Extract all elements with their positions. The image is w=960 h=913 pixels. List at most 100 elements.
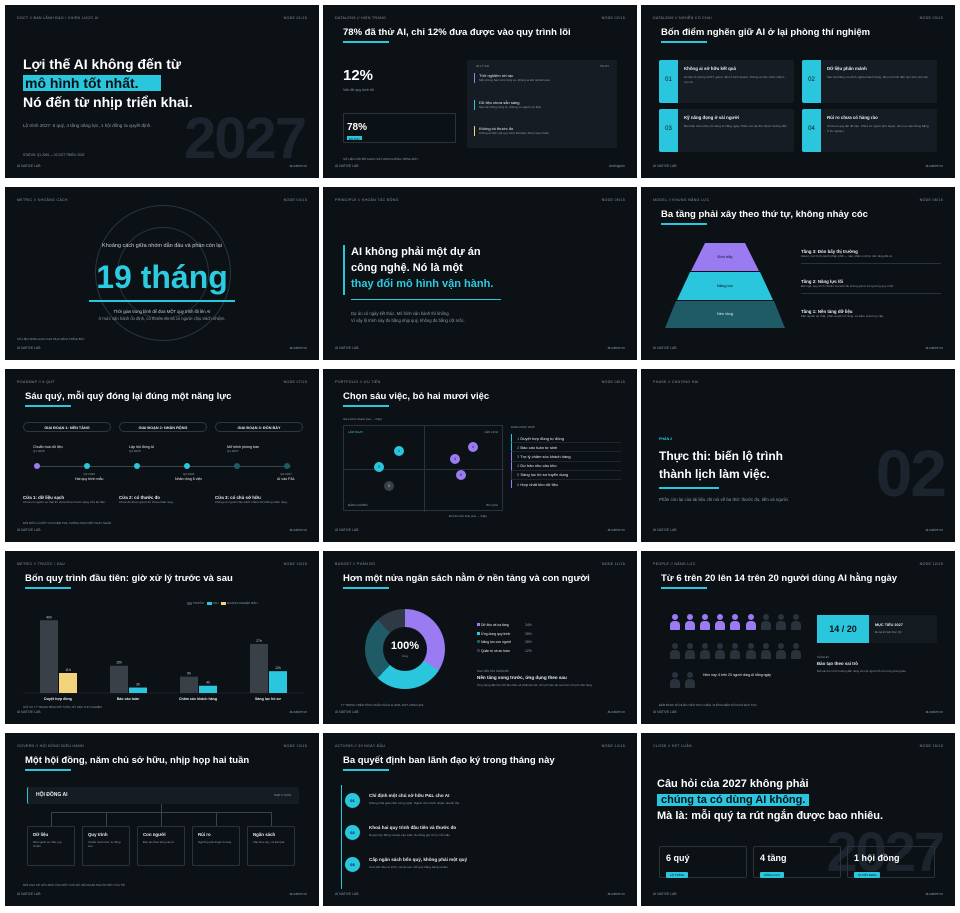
priority-item[interactable]: 4 Dự báo nhu cầu kho	[511, 461, 621, 471]
slide-title: Ba quyết định ban lãnh đạo ký trong thán…	[343, 755, 555, 771]
reason-item[interactable]: Dữ liệu chưa sẵn sàng Sáu hệ thống riêng…	[474, 100, 610, 110]
bottleneck-card[interactable]: 01 Không ai sở hữu kết quả AI nằm ở phòn…	[659, 60, 794, 103]
slide-2[interactable]: DATALENS // HIỆN TRẠNG NODE 02/15 78% đã…	[323, 5, 637, 178]
bar-sau	[269, 671, 287, 693]
milestone-dot[interactable]	[134, 463, 140, 469]
bar-value-label: 15h	[116, 661, 122, 665]
bar-trước	[40, 620, 58, 693]
footer-link: ai-native.vn	[607, 346, 625, 350]
slide-1[interactable]: DOCT // BAN LÃNH ĐẠO / CHIẾN LƯỢC AI NOD…	[5, 5, 319, 178]
tier-desc: Tầng 1: Nền tảng dữ liệu Một nguồn sự th…	[801, 309, 884, 318]
close-line-1: Câu hỏi của 2027 không phải	[657, 778, 809, 790]
slide-12[interactable]: PEOPLE // NĂNG LỰC NODE 12/15 Từ 6 trên …	[641, 551, 955, 724]
matrix-point[interactable]: 6	[456, 470, 466, 480]
bottleneck-card[interactable]: 02 Dữ liệu phân mảnh Sáu hệ thống, ba đị…	[802, 60, 937, 103]
slide-7[interactable]: ROADMAP // 6 QUÝ NODE 07/15 Sáu quý, mỗi…	[5, 369, 319, 542]
bottleneck-card[interactable]: 04 Rủi ro chưa có hàng rào Chưa có quy t…	[802, 109, 937, 152]
slide-note: MỖI MỐC LÀ MỘT CỬA KIỂM TRA, KHÔNG PHẢI …	[23, 521, 111, 525]
pyramid-tier-top	[691, 243, 759, 271]
owner-card[interactable]: Ngân sách Cấp theo quý, có kết quả.	[247, 826, 295, 866]
slide-6[interactable]: MODEL // KHUNG NĂNG LỰC NODE 06/15 Ba tầ…	[641, 187, 955, 360]
priority-item[interactable]: 5 Sàng lọc hồ sơ tuyển dụng	[511, 470, 621, 480]
slide-number: NODE 05/15	[601, 198, 625, 202]
phase-chip[interactable]: GIAI ĐOẠN 1: NỀN TẢNG	[23, 422, 111, 432]
pyramid-tier-mid	[677, 272, 773, 300]
reasons-panel: 04 LÝ DO PILOT Thử nghiệm rời rạc Mỗi ph…	[467, 60, 617, 148]
bar-value-label: 40h	[46, 615, 52, 619]
category-label: Chăm sóc khách hàng	[179, 697, 217, 701]
person-icon	[669, 672, 680, 694]
gate: Cửa 1: dữ liệu sạch Chưa có nguồn sự thậ…	[23, 495, 106, 504]
person-icon	[699, 614, 710, 636]
owner-card[interactable]: Rủi ro Ngưỡng phê duyệt rõ ràng.	[192, 826, 240, 866]
slide-eyebrow: DOCT // BAN LÃNH ĐẠO / CHIẾN LƯỢC AI	[17, 16, 99, 20]
matrix-point[interactable]: 4	[468, 442, 478, 452]
priority-item[interactable]: 1 Duyệt hợp đồng tự động	[511, 434, 621, 444]
close-stat: 4 tầng NĂNG LỰC	[753, 846, 841, 878]
slide-number: NODE 06/15	[919, 198, 943, 202]
slide-8[interactable]: PORTFOLIO // ƯU TIÊN NODE 08/15 Chọn sáu…	[323, 369, 637, 542]
footer-brand: AI NATIVE LAB	[653, 164, 677, 168]
reason-item[interactable]: Thử nghiệm rời rạc Mỗi phòng ban một côn…	[474, 73, 610, 83]
slide-note: SỐ LIỆU NỘI BỘ KHẢO SÁT 2026 KHÔNG TRÌNH…	[343, 157, 419, 161]
principle-line-2: công nghệ. Nó là một	[351, 261, 463, 274]
slide-14[interactable]: ACTIONS // 30 NGÀY ĐẦU NODE 14/15 Ba quy…	[323, 733, 637, 906]
slide-number: NODE 03/15	[919, 16, 943, 20]
milestone-dot[interactable]	[284, 463, 290, 469]
slide-4[interactable]: METRIC // KHOẢNG CÁCH NODE 04/15 Khoảng …	[5, 187, 319, 360]
footer-brand: AI NATIVE LAB	[335, 164, 359, 168]
slide-number: NODE 08/15	[601, 380, 625, 384]
person-icon	[684, 614, 695, 636]
action-item[interactable]: 01 Chỉ định một chủ sở hữu P&L cho AI Kh…	[345, 789, 615, 819]
action-item[interactable]: 02 Khoá hai quy trình đầu tiên và thước …	[345, 821, 615, 851]
phase-chip[interactable]: GIAI ĐOẠN 2: NHÂN RỘNG	[119, 422, 207, 432]
tier-desc: Tầng 3: Đòn bẩy thị trường Giá trị, mô h…	[801, 249, 941, 264]
footer-link: ai-native.vn	[925, 164, 943, 168]
stat-pill: ĐÃ THỬ	[347, 136, 362, 141]
matrix-point[interactable]: 1	[394, 446, 404, 456]
category-label: Duyệt hợp đồng	[44, 697, 72, 701]
target-card: 14 / 20 MỤC TIÊU 2027 Đo lại khi kết thú…	[817, 615, 937, 643]
owner-card[interactable]: Con người Đào tạo theo từng vai trò.	[137, 826, 185, 866]
slide-3[interactable]: DATALENS // NGHẼN CỔ CHAI NODE 03/15 Bốn…	[641, 5, 955, 178]
list-head: DANH MỤC 2026	[511, 425, 535, 429]
action-item[interactable]: 03 Cấp ngân sách bốn quý, không phải một…	[345, 853, 615, 883]
slide-5[interactable]: PRINCIPLE // KHOẢN TÁC ĐỘNG NODE 05/15 A…	[323, 187, 637, 360]
footer-brand: AI NATIVE LAB	[335, 892, 359, 896]
priority-item[interactable]: 3 Trợ lý chăm sóc khách hàng	[511, 452, 621, 462]
category-label: Báo cáo tuần	[117, 697, 140, 701]
milestone-dot[interactable]	[84, 463, 90, 469]
priority-item[interactable]: 6 Hợp nhất kho dữ liệu	[511, 479, 621, 489]
principle-line-1: AI không phải một dự án	[351, 246, 481, 258]
category-label: Sàng lọc hồ sơ	[255, 697, 281, 701]
milestone-dot[interactable]	[234, 463, 240, 469]
slide-note: MỖI CHỦ SỞ HỮU BÁO CÁO MỘT CON SỐ, MỖI N…	[23, 883, 126, 887]
ring-inner	[117, 227, 209, 319]
budget-legend: Dữ liệu và hạ tầng Ứng dụng quy trình Nă…	[477, 621, 537, 655]
person-icon	[791, 643, 802, 665]
slide-15[interactable]: CLOSE // KẾT LUẬN NODE 15/15 2027 Câu hỏ…	[641, 733, 955, 906]
slide-9[interactable]: PHASE // CHƯƠNG HAI 02 PHẦN 2 Thực thi: …	[641, 369, 955, 542]
slide-eyebrow: PORTFOLIO // ƯU TIÊN	[335, 380, 381, 384]
reason-item[interactable]: Không có thước đo Không ai biết một quy …	[474, 126, 610, 136]
owner-card[interactable]: Dữ liệu Một nguồn sự thật, quy chuẩn.	[27, 826, 75, 866]
gate: Cửa 2: có thước đo Chưa đo được giá trị …	[119, 495, 174, 504]
priority-item[interactable]: 2 Báo cáo tuần tự sinh	[511, 443, 621, 453]
slide-eyebrow: PEOPLE // NĂNG LỰC	[653, 562, 696, 566]
footer-link: ai-native.vn	[289, 892, 307, 896]
matrix-point[interactable]: 2	[374, 462, 384, 472]
footer-brand: AI NATIVE LAB	[653, 528, 677, 532]
slide-title: Từ 6 trên 20 lên 14 trên 20 người dùng A…	[661, 573, 897, 589]
matrix-point[interactable]: 5	[384, 481, 394, 491]
phase-chip[interactable]: GIAI ĐOẠN 3: ĐÒN BẨY	[215, 422, 303, 432]
owner-card[interactable]: Quy trình Chuẩn hoá trước, tự động sau.	[82, 826, 130, 866]
milestone-dot[interactable]	[184, 463, 190, 469]
bottleneck-card[interactable]: 03 Kỹ năng đọng ở vài người Ba nhân viên…	[659, 109, 794, 152]
slide-13[interactable]: GOVERN // HỘI ĐỒNG ĐIỀU HÀNH NODE 13/15 …	[5, 733, 319, 906]
slide-10[interactable]: METRIC // TRƯỚC / SAU NODE 10/15 Bốn quy…	[5, 551, 319, 724]
milestone-dot[interactable]	[34, 463, 40, 469]
matrix-point[interactable]: 3	[450, 454, 460, 464]
slide-11[interactable]: BUDGET // PHÂN BỔ NODE 11/15 Hơn một nửa…	[323, 551, 637, 724]
slide-title: Hơn một nửa ngân sách nằm ở nền tảng và …	[343, 573, 590, 589]
slide-number: NODE 11/15	[601, 562, 625, 566]
